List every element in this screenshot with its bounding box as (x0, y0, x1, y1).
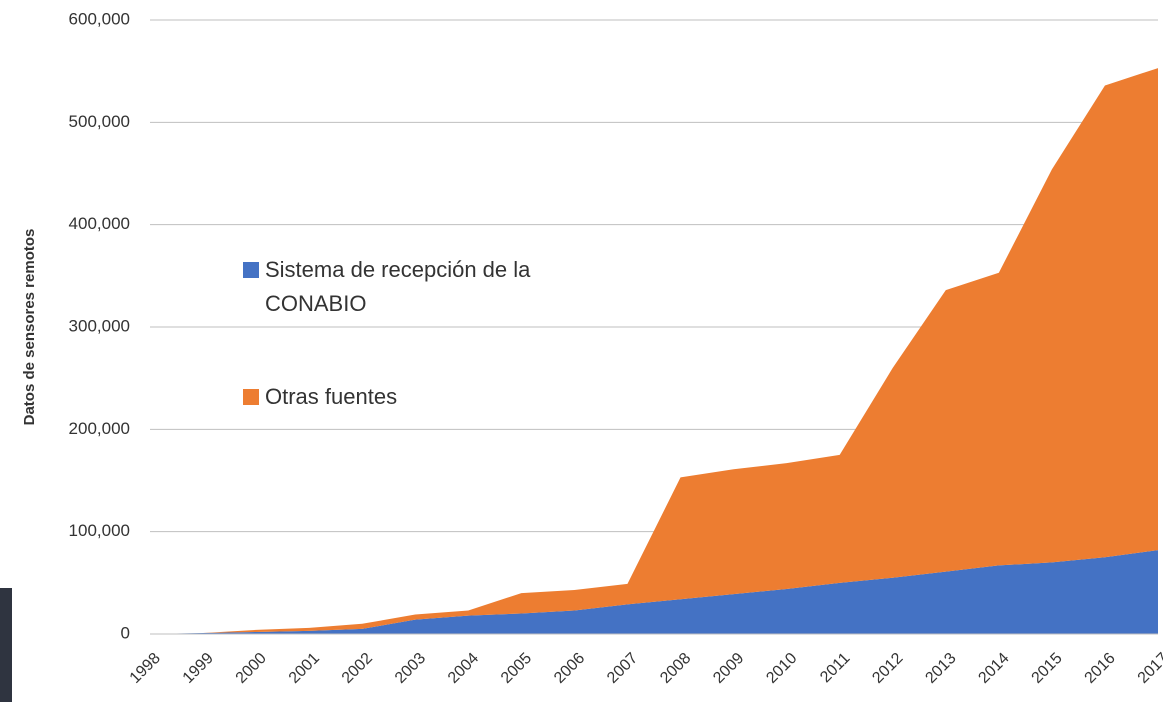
y-tick-label: 500,000 (69, 112, 130, 131)
area (150, 550, 1158, 634)
x-tick-label: 2000 (233, 650, 270, 687)
y-axis-label: Datos de sensores remotos (21, 229, 38, 426)
y-tick-label: 400,000 (69, 214, 130, 233)
x-tick-label: 2005 (498, 650, 535, 687)
edge-artifact (0, 588, 12, 702)
legend-label: Sistema de recepción de la CONABIO (265, 257, 531, 316)
y-tick-label: 600,000 (69, 9, 130, 28)
x-tick-label: 2006 (551, 650, 588, 687)
x-tick-label: 2013 (922, 650, 959, 687)
x-tick-label: 2012 (869, 650, 906, 687)
y-tick-label: 100,000 (69, 521, 130, 540)
legend-item: Otras fuentes (243, 380, 603, 414)
x-tick-label: 2007 (604, 650, 641, 687)
x-tick-label: 2015 (1029, 650, 1066, 687)
legend-label: Otras fuentes (265, 384, 398, 409)
x-tick-label: 2003 (392, 650, 429, 687)
legend-item: Sistema de recepción de la CONABIO (243, 253, 603, 321)
legend-swatch (243, 389, 259, 405)
x-tick-label: 2009 (710, 650, 747, 687)
y-tick-label: 200,000 (69, 419, 130, 438)
x-tick-label: 1998 (127, 650, 164, 687)
x-tick-label: 2010 (763, 650, 800, 687)
x-tick-label: 2008 (657, 650, 694, 687)
x-tick-label: 2016 (1082, 650, 1119, 687)
x-tick-label: 2001 (286, 650, 323, 687)
y-tick-label: 300,000 (69, 316, 130, 335)
area (150, 68, 1158, 634)
x-tick-label: 2002 (339, 650, 376, 687)
legend-swatch (243, 262, 259, 278)
x-tick-label: 2004 (445, 650, 482, 687)
x-tick-label: 2011 (817, 650, 853, 686)
x-tick-label: 2017 (1135, 650, 1163, 687)
x-tick-label: 1999 (180, 650, 217, 687)
y-tick-label: 0 (121, 623, 130, 642)
x-tick-label: 2014 (975, 650, 1012, 687)
